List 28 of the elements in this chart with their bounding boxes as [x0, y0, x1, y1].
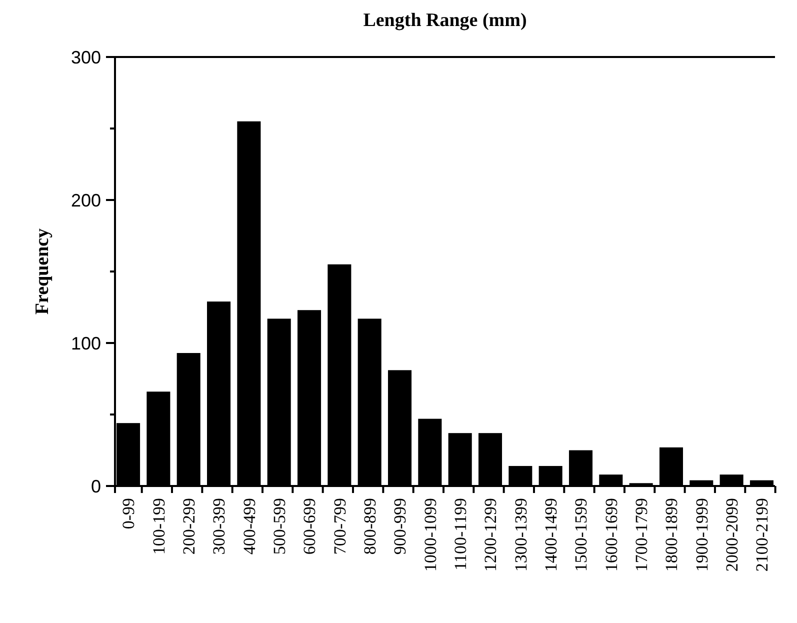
x-tick-label: 200-299: [180, 498, 199, 555]
x-tick-label: 500-599: [270, 498, 290, 555]
y-tick-label: 100: [70, 333, 101, 354]
x-tick-label: 1400-1499: [542, 498, 561, 572]
chart-title: Length Range (mm): [363, 10, 527, 31]
x-tick-label: 600-699: [300, 498, 320, 555]
x-tick-label: 700-799: [330, 498, 350, 555]
x-tick-label: 300-399: [210, 498, 229, 555]
y-axis-title: Frequency: [32, 228, 53, 315]
y-tick-label: 200: [70, 190, 101, 210]
x-tick-label: 1600-1699: [602, 498, 621, 572]
x-tick-label: 1300-1399: [511, 498, 530, 572]
y-tick-label: 300: [70, 47, 101, 68]
x-tick-label: 1700-1799: [632, 498, 652, 572]
x-tick-label: 100-199: [149, 498, 168, 555]
x-tick-label: 2000-2099: [722, 498, 742, 572]
x-tick-label: 1000-1099: [420, 498, 440, 572]
x-tick-label: 400-499: [240, 498, 259, 555]
x-tick-label: 1500-1599: [572, 498, 591, 572]
x-tick-label: 1200-1299: [481, 498, 500, 572]
y-tick-label: 0: [90, 476, 101, 496]
x-tick-label: 0-99: [119, 498, 138, 530]
x-tick-label: 1800-1899: [662, 498, 682, 572]
x-tick-label: 900-999: [390, 498, 410, 555]
x-tick-label: 800-899: [360, 498, 380, 555]
x-tick-label: 1900-1999: [692, 498, 712, 572]
x-tick-label: 2100-2199: [752, 498, 772, 572]
x-tick-label: 1100-1199: [451, 498, 470, 570]
